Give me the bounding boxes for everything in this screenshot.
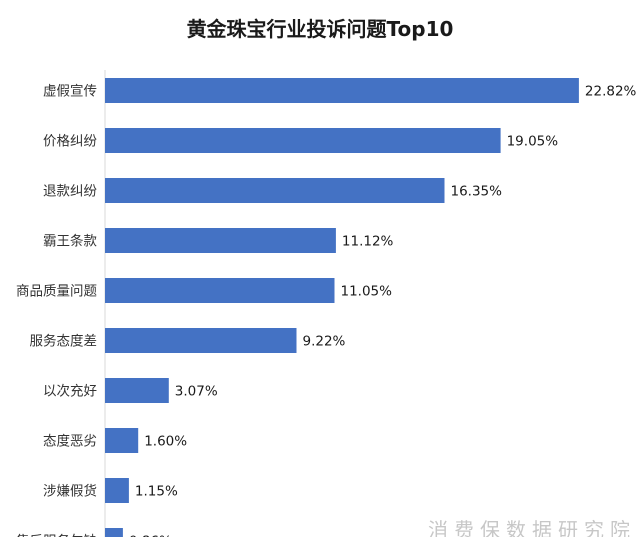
value-label: 1.15% xyxy=(135,484,178,500)
value-label: 1.60% xyxy=(144,434,187,450)
bar-6 xyxy=(105,328,297,353)
bar-2 xyxy=(105,128,501,153)
category-label: 霸王条款 xyxy=(43,233,97,250)
bar-9 xyxy=(105,478,129,503)
value-label: 16.35% xyxy=(451,184,503,200)
value-label: 9.22% xyxy=(303,334,346,350)
category-labels-group: 虚假宣传价格纠纷退款纠纷霸王条款商品质量问题服务态度差以次充好态度恶劣涉嫌假货售… xyxy=(16,84,97,537)
bar-7 xyxy=(105,378,169,403)
value-label: 0.86% xyxy=(129,534,172,537)
category-label: 售后服务欠缺 xyxy=(16,534,97,537)
value-labels-group: 22.82% 19.05% 16.35% 11.12% 11.05% 9.22% 3.07%… xyxy=(129,84,637,537)
bar-4 xyxy=(105,228,336,253)
value-label: 19.05% xyxy=(507,134,559,150)
bar-5 xyxy=(105,278,335,303)
bar-3 xyxy=(105,178,445,203)
category-label: 服务态度差 xyxy=(30,334,98,350)
bar-8 xyxy=(105,428,139,453)
value-label: 11.05% xyxy=(341,284,393,300)
category-label: 虚假宣传 xyxy=(43,84,97,100)
category-label: 退款纠纷 xyxy=(43,184,97,200)
value-label: 22.82% xyxy=(585,84,637,100)
category-label: 商品质量问题 xyxy=(16,284,97,300)
bars-group xyxy=(105,78,579,537)
category-label: 涉嫌假货 xyxy=(43,483,97,500)
watermark: 消费保数据研究院 xyxy=(428,518,636,537)
category-label: 以次充好 xyxy=(43,384,97,400)
category-label: 价格纠纷 xyxy=(43,134,97,150)
category-label: 态度恶劣 xyxy=(43,434,97,450)
bar-10 xyxy=(105,528,123,537)
chart-title: 黄金珠宝行业投诉问题Top10 xyxy=(187,17,454,41)
value-label: 11.12% xyxy=(342,234,394,250)
value-label: 3.07% xyxy=(175,384,218,400)
bar-1 xyxy=(105,78,579,103)
